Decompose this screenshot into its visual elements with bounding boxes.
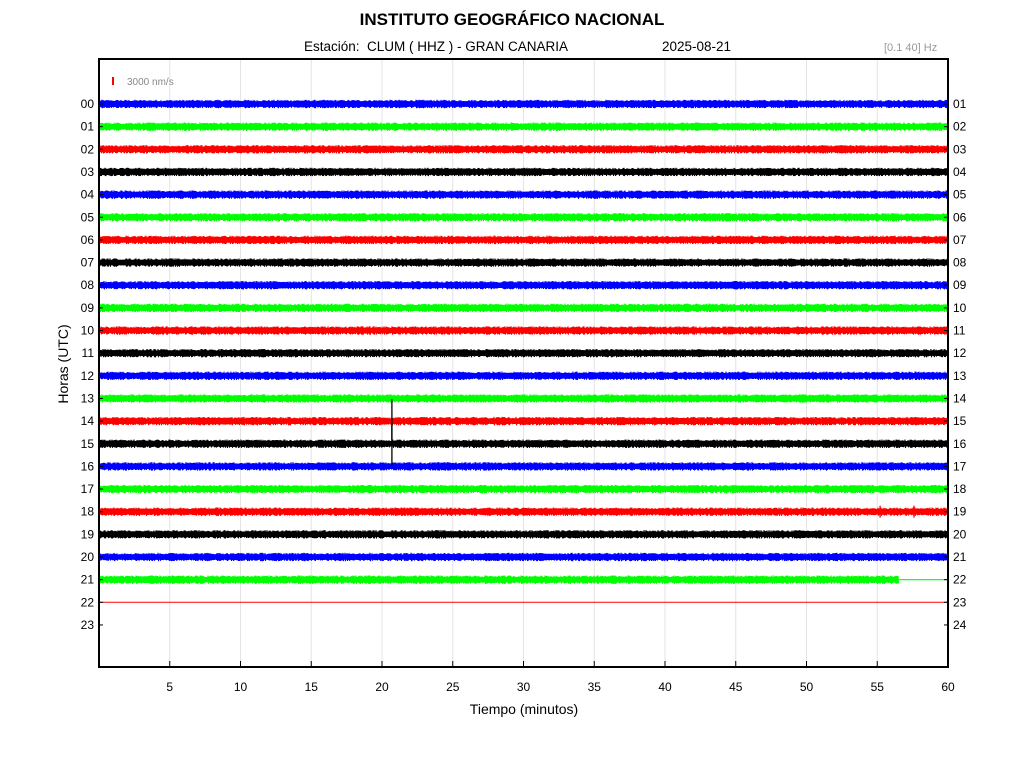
scale-bar-mark <box>112 77 114 85</box>
y-hour-label-right: 20 <box>953 527 967 541</box>
trace-hour-08 <box>98 280 950 290</box>
y-hour-label-left: 06 <box>81 233 95 247</box>
y-hour-label-left: 05 <box>81 210 95 224</box>
trace-hour-20 <box>98 552 950 562</box>
y-hour-label-right: 07 <box>953 233 967 247</box>
y-hour-label-right: 13 <box>953 369 967 383</box>
trace-hour-04 <box>98 190 950 199</box>
station-label: Estación: CLUM ( HHZ ) - GRAN CANARIA <box>304 39 569 54</box>
trace-hour-11 <box>98 348 950 358</box>
seismic-traces <box>98 99 950 603</box>
y-hour-label-right: 14 <box>953 391 967 405</box>
y-hour-label-left: 09 <box>81 301 95 315</box>
y-hour-label-left: 03 <box>81 165 95 179</box>
y-hour-label-right: 17 <box>953 459 967 473</box>
y-hour-label-right: 08 <box>953 256 967 270</box>
trace-hour-01 <box>98 122 950 131</box>
axis-ticks: 5 10 15 20 25 30 35 40 45 50 55 60 00 01 02 03 04 05 06 07 0… <box>81 97 967 694</box>
y-hour-label-right: 15 <box>953 414 967 428</box>
y-hour-label-left: 13 <box>81 391 95 405</box>
amplitude-scale: 3000 nm/s <box>112 77 174 88</box>
y-hour-label-left: 23 <box>81 618 95 632</box>
x-tick-label: 15 <box>305 680 319 694</box>
x-tick-label: 50 <box>800 680 814 694</box>
trace-hour-19 <box>98 530 950 539</box>
y-hour-label-right: 22 <box>953 573 967 587</box>
y-hour-label-right: 21 <box>953 550 967 564</box>
x-tick-label: 40 <box>658 680 672 694</box>
y-hour-label-right: 12 <box>953 346 967 360</box>
y-hour-label-left: 10 <box>81 324 95 338</box>
y-hour-label-left: 08 <box>81 278 95 292</box>
y-hour-label-right: 19 <box>953 505 967 519</box>
x-tick-label: 25 <box>446 680 460 694</box>
y-hour-label-left: 17 <box>81 482 95 496</box>
x-tick-label: 10 <box>234 680 248 694</box>
y-hour-label-right: 10 <box>953 301 967 315</box>
date-label: 2025-08-21 <box>662 39 732 54</box>
y-hour-label-right: 01 <box>953 97 967 111</box>
y-hour-label-left: 04 <box>81 188 95 202</box>
y-hour-label-left: 07 <box>81 256 95 270</box>
scale-bar-label: 3000 nm/s <box>127 77 174 88</box>
trace-hour-09 <box>98 303 950 313</box>
y-hour-label-left: 01 <box>81 120 95 134</box>
x-tick-label: 30 <box>517 680 531 694</box>
y-hour-label-left: 12 <box>81 369 95 383</box>
trace-hour-13 <box>98 394 950 403</box>
x-tick-label: 35 <box>588 680 602 694</box>
y-hour-label-right: 16 <box>953 437 967 451</box>
y-hour-label-left: 14 <box>81 414 95 428</box>
trace-hour-18 <box>98 507 950 516</box>
x-tick-label: 45 <box>729 680 743 694</box>
grid-lines <box>169 59 878 667</box>
x-tick-label: 55 <box>871 680 885 694</box>
trace-hour-21 <box>98 575 948 584</box>
y-hour-label-left: 18 <box>81 505 95 519</box>
y-hour-label-right: 18 <box>953 482 967 496</box>
y-hour-label-left: 19 <box>81 527 95 541</box>
x-axis-label: Tiempo (minutos) <box>470 701 578 717</box>
y-hour-label-right: 24 <box>953 618 967 632</box>
y-hour-label-left: 20 <box>81 550 95 564</box>
trace-hour-05 <box>98 213 950 222</box>
trace-hour-17 <box>98 484 950 494</box>
trace-hour-06 <box>98 235 950 245</box>
y-hour-label-right: 11 <box>953 324 966 338</box>
y-hour-label-left: 15 <box>81 437 95 451</box>
trace-hour-14 <box>98 416 950 426</box>
chart-title: INSTITUTO GEOGRÁFICO NACIONAL <box>359 10 665 29</box>
y-hour-label-left: 02 <box>81 142 95 156</box>
trace-hour-03 <box>98 167 950 177</box>
chart-subtitle: Estación: CLUM ( HHZ ) - GRAN CANARIA 20… <box>0 39 1024 55</box>
filter-label: [0.1 40] Hz <box>884 42 938 54</box>
y-hour-label-left: 11 <box>82 346 95 360</box>
trace-hour-12 <box>98 371 950 381</box>
trace-hour-02 <box>98 145 950 154</box>
y-hour-label-left: 16 <box>81 459 95 473</box>
y-hour-label-left: 00 <box>81 97 95 111</box>
trace-hour-16 <box>98 462 950 471</box>
y-hour-label-right: 03 <box>953 142 967 156</box>
trace-hour-10 <box>98 326 950 335</box>
y-hour-label-right: 23 <box>953 595 967 609</box>
y-hour-label-right: 02 <box>953 120 967 134</box>
y-hour-label-right: 06 <box>953 210 967 224</box>
y-hour-label-right: 04 <box>953 165 967 179</box>
x-tick-label: 60 <box>941 680 955 694</box>
y-hour-label-right: 05 <box>953 188 967 202</box>
x-tick-label: 5 <box>166 680 173 694</box>
y-hour-label-right: 09 <box>953 278 967 292</box>
y-hour-label-left: 22 <box>81 595 95 609</box>
x-tick-label: 20 <box>375 680 389 694</box>
y-axis-label: Horas (UTC) <box>55 324 71 403</box>
trace-hour-00 <box>98 99 950 109</box>
trace-hour-15 <box>98 439 950 448</box>
trace-hour-07 <box>98 258 950 267</box>
y-hour-label-left: 21 <box>81 573 95 587</box>
